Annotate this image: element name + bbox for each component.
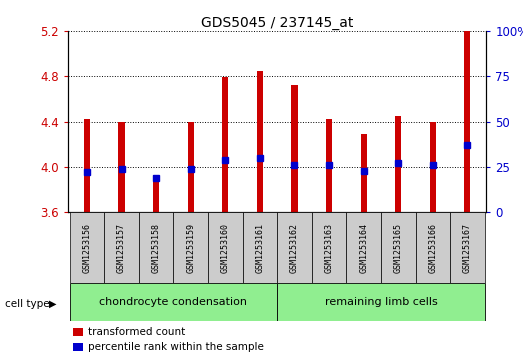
FancyBboxPatch shape — [312, 212, 346, 283]
FancyBboxPatch shape — [346, 212, 381, 283]
Bar — [73, 343, 83, 351]
Text: GSM1253167: GSM1253167 — [463, 223, 472, 273]
Bar — [326, 119, 332, 212]
FancyBboxPatch shape — [277, 283, 485, 321]
FancyBboxPatch shape — [70, 283, 277, 321]
FancyBboxPatch shape — [450, 212, 485, 283]
Text: remaining limb cells: remaining limb cells — [325, 297, 437, 307]
Bar — [153, 175, 160, 212]
Text: cell type: cell type — [5, 299, 50, 309]
Text: GSM1253162: GSM1253162 — [290, 223, 299, 273]
FancyBboxPatch shape — [174, 212, 208, 283]
Text: chondrocyte condensation: chondrocyte condensation — [99, 297, 247, 307]
Text: GSM1253164: GSM1253164 — [359, 223, 368, 273]
FancyBboxPatch shape — [104, 212, 139, 283]
FancyBboxPatch shape — [70, 212, 104, 283]
Bar — [257, 70, 263, 212]
Text: GSM1253156: GSM1253156 — [83, 223, 92, 273]
Text: GSM1253166: GSM1253166 — [428, 223, 437, 273]
Bar — [464, 31, 471, 212]
Bar — [84, 119, 90, 212]
FancyBboxPatch shape — [139, 212, 174, 283]
Text: GSM1253159: GSM1253159 — [186, 223, 195, 273]
Bar — [119, 122, 124, 212]
Bar — [291, 85, 298, 212]
Text: GSM1253165: GSM1253165 — [394, 223, 403, 273]
Text: ▶: ▶ — [49, 299, 56, 309]
FancyBboxPatch shape — [415, 212, 450, 283]
Text: GSM1253161: GSM1253161 — [255, 223, 265, 273]
Bar — [222, 77, 229, 212]
Text: transformed count: transformed count — [88, 327, 185, 337]
Text: GSM1253158: GSM1253158 — [152, 223, 161, 273]
Text: GSM1253160: GSM1253160 — [221, 223, 230, 273]
Text: GSM1253157: GSM1253157 — [117, 223, 126, 273]
Bar — [430, 122, 436, 212]
Text: percentile rank within the sample: percentile rank within the sample — [88, 342, 264, 352]
FancyBboxPatch shape — [243, 212, 277, 283]
Text: GSM1253163: GSM1253163 — [325, 223, 334, 273]
Bar — [73, 328, 83, 336]
FancyBboxPatch shape — [381, 212, 415, 283]
Bar — [395, 116, 401, 212]
Bar — [360, 134, 367, 212]
FancyBboxPatch shape — [208, 212, 243, 283]
FancyBboxPatch shape — [277, 212, 312, 283]
Title: GDS5045 / 237145_at: GDS5045 / 237145_at — [201, 16, 354, 30]
Bar — [188, 122, 194, 212]
